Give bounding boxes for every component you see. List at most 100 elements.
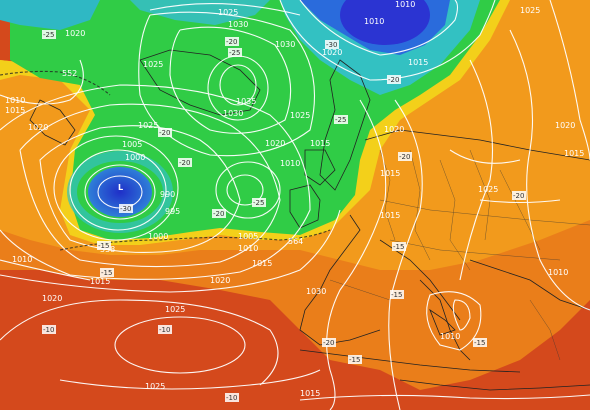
low-pressure-core: [88, 167, 152, 217]
isobar-label: 552: [62, 69, 77, 78]
svg-text:-15: -15: [391, 291, 402, 299]
isobar-label: 1020: [65, 29, 85, 38]
temp-label: -20: [225, 37, 239, 46]
isobar-label: 1015: [252, 259, 272, 268]
svg-text:-15: -15: [101, 269, 112, 277]
isobar-label: 990: [160, 190, 175, 199]
temp-label: -30: [325, 40, 339, 49]
isobar-label: 1025: [478, 185, 498, 194]
isobar-label: 1015: [310, 139, 330, 148]
isobar-label: 1000: [125, 153, 145, 162]
temp-label: -10: [225, 393, 239, 402]
temp-label: -15: [390, 290, 404, 299]
isobar-label: 1020: [210, 276, 230, 285]
isobar-label: 1025: [520, 6, 540, 15]
isobar-label: 1010: [548, 268, 568, 277]
isobar-label: 1020: [555, 121, 575, 130]
isobar-label: 1010: [440, 332, 460, 341]
svg-text:-25: -25: [43, 31, 54, 39]
isobar-label: 1015: [90, 277, 110, 286]
svg-text:-15: -15: [393, 243, 404, 251]
geopotential-label: 564: [288, 237, 303, 246]
blue-core-north: [340, 0, 430, 45]
isobar-label: 1005: [238, 232, 258, 241]
svg-text:-10: -10: [43, 326, 54, 334]
isobar-label: 1020: [384, 125, 404, 134]
isobar-label: 1015: [408, 58, 428, 67]
temp-label: -25: [334, 115, 348, 124]
isobar-label: 1030: [275, 40, 295, 49]
isobar-label: 1025: [143, 60, 163, 69]
cyan-ring-low: [67, 151, 173, 233]
svg-text:-20: -20: [323, 339, 334, 347]
svg-text:-10: -10: [159, 326, 170, 334]
svg-text:-25: -25: [253, 199, 264, 207]
svg-text:-20: -20: [513, 192, 524, 200]
isobar-label: 1025: [138, 121, 158, 130]
isobar-label: 1015: [380, 169, 400, 178]
temp-label: -20: [387, 75, 401, 84]
isobar-label: 995: [165, 207, 180, 216]
svg-text:-20: -20: [179, 159, 190, 167]
svg-text:-30: -30: [120, 205, 131, 213]
temp-label: -25: [252, 198, 266, 207]
temp-label: -15: [97, 241, 111, 250]
svg-text:-10: -10: [226, 394, 237, 402]
temp-label: -10: [158, 325, 172, 334]
svg-text:-15: -15: [349, 356, 360, 364]
isobar-label: 1020: [322, 48, 342, 57]
temp-label: -15: [473, 338, 487, 347]
svg-text:-15: -15: [98, 242, 109, 250]
svg-text:-20: -20: [213, 210, 224, 218]
isobar-label: 1015: [5, 106, 25, 115]
isobar-label: 1030: [223, 109, 243, 118]
isobar-label: 1015: [300, 389, 320, 398]
svg-text:-15: -15: [474, 339, 485, 347]
isobar-label: 1010: [12, 255, 32, 264]
isobar-label: 1010: [364, 17, 384, 26]
temp-label: -15: [348, 355, 362, 364]
temp-label: -25: [42, 30, 56, 39]
temperature-label-layer: -25 -20 -25 -30 -20 -20 -25 -30 -25 -20 …: [42, 30, 526, 402]
low-pressure-marker: L: [118, 183, 123, 192]
temp-label: -10: [42, 325, 56, 334]
svg-text:-25: -25: [229, 49, 240, 57]
isobar-label: 1030: [306, 287, 326, 296]
isobar-label: 1025: [165, 305, 185, 314]
svg-text:-20: -20: [159, 129, 170, 137]
svg-text:-20: -20: [388, 76, 399, 84]
isobar-label: 1010: [395, 0, 415, 9]
temp-label: -30: [119, 204, 133, 213]
isobar-label: 1030: [228, 20, 248, 29]
isobar-label: 1010: [238, 244, 258, 253]
temp-label: -20: [212, 209, 226, 218]
temp-label: -20: [398, 152, 412, 161]
isobar-label: 1010: [5, 96, 25, 105]
isobar-label: 1025: [290, 111, 310, 120]
country-borders: [329, 149, 590, 361]
isobar-label: 1025: [145, 382, 165, 391]
isobar-label-layer: 1025 1030 1010 1020 1025 1020 1025 552 1…: [5, 0, 584, 398]
svg-text:-20: -20: [226, 38, 237, 46]
isobar-label: 1015: [380, 211, 400, 220]
isobar-label: 1005: [122, 140, 142, 149]
isobar-label: 1035: [236, 97, 256, 106]
temp-label: -20: [178, 158, 192, 167]
temp-label: -15: [392, 242, 406, 251]
svg-text:-20: -20: [399, 153, 410, 161]
cyan-top-left: [0, 0, 100, 30]
isobar-label: 1015: [564, 149, 584, 158]
isobar-label: 1000: [148, 232, 168, 241]
temp-label: -20: [158, 128, 172, 137]
isobar-label: 1020: [28, 123, 48, 132]
isobar-label: 1025: [218, 8, 238, 17]
temp-label: -15: [100, 268, 114, 277]
isobar-label: 1020: [265, 139, 285, 148]
temp-label: -25: [228, 48, 242, 57]
temp-label: -20: [322, 338, 336, 347]
temp-label: -20: [512, 191, 526, 200]
svg-text:-30: -30: [326, 41, 337, 49]
